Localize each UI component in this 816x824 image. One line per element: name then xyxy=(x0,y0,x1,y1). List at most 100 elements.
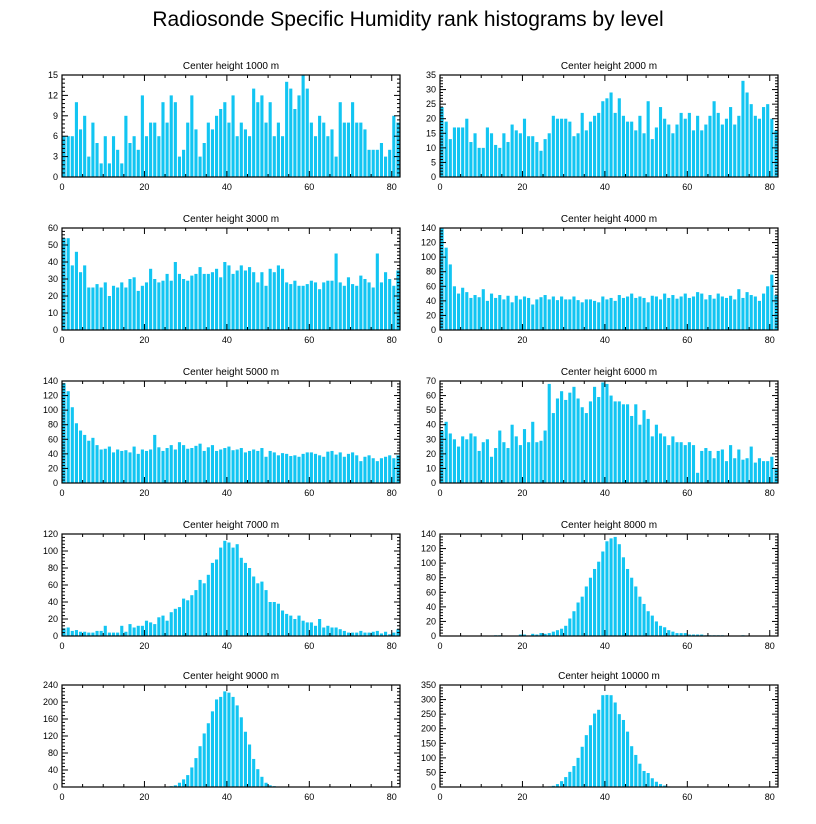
histogram-bar xyxy=(276,122,280,177)
x-tick-label: 0 xyxy=(59,182,64,192)
histogram-bar xyxy=(194,445,198,483)
histogram-bar xyxy=(605,383,609,483)
y-tick-label: 0 xyxy=(431,325,436,335)
histogram-bar xyxy=(687,297,691,330)
histogram-bar xyxy=(477,450,481,483)
histogram-bar xyxy=(671,436,675,483)
histogram-bar xyxy=(268,785,272,787)
y-tick-label: 70 xyxy=(426,376,436,386)
histogram-bar xyxy=(518,445,522,483)
histogram-bar xyxy=(99,163,103,177)
histogram-bar xyxy=(231,95,235,177)
histogram-bar xyxy=(235,270,239,330)
histogram-bar xyxy=(621,557,625,636)
histogram-bar xyxy=(584,586,588,636)
x-tick-label: 60 xyxy=(682,182,692,192)
histogram-bar xyxy=(330,280,334,330)
y-tick-label: 30 xyxy=(426,85,436,95)
y-tick-label: 0 xyxy=(431,478,436,488)
histogram-bar xyxy=(268,102,272,177)
histogram-bar xyxy=(638,596,642,636)
histogram-bar xyxy=(572,386,576,483)
histogram-bar xyxy=(78,430,83,483)
histogram-bar xyxy=(646,418,650,483)
histogram-bar xyxy=(173,785,177,787)
histogram-panel-6: Center height 6000 m 0 20 40 60 80 0 10 20 30 40 50… xyxy=(426,367,779,498)
histogram-bar xyxy=(630,293,634,330)
y-tick-label: 350 xyxy=(421,680,436,690)
histogram-bar xyxy=(256,450,260,483)
y-tick-label: 20 xyxy=(426,114,436,124)
histogram-bar xyxy=(190,95,194,177)
histogram-bar xyxy=(654,424,658,483)
histogram-bar xyxy=(252,758,256,787)
histogram-bar xyxy=(568,618,572,636)
histogram-bar xyxy=(243,562,247,636)
histogram-bar xyxy=(70,265,74,330)
histogram-bar xyxy=(70,136,74,177)
histogram-bar xyxy=(223,691,227,788)
histogram-bar xyxy=(675,124,679,177)
histogram-bar xyxy=(696,115,700,177)
histogram-bar xyxy=(749,104,753,177)
histogram-bar xyxy=(334,627,338,636)
histogram-bar xyxy=(580,596,584,636)
y-tick-label: 6 xyxy=(53,131,58,141)
y-tick-label: 25 xyxy=(426,99,436,109)
histogram-bar xyxy=(95,284,99,330)
y-tick-label: 0 xyxy=(53,172,58,182)
histogram-bar xyxy=(613,702,617,787)
y-tick-label: 40 xyxy=(426,296,436,306)
histogram-bar xyxy=(215,450,219,483)
histogram-bar xyxy=(227,692,231,787)
histogram-bar xyxy=(588,401,593,483)
y-tick-label: 140 xyxy=(421,223,436,233)
x-tick-label: 60 xyxy=(304,641,314,651)
histogram-bar xyxy=(440,228,444,330)
histogram-bar xyxy=(388,634,392,636)
y-tick-label: 200 xyxy=(421,724,436,734)
histogram-bar xyxy=(392,285,396,330)
histogram-bar xyxy=(679,296,683,330)
histogram-bar xyxy=(564,625,568,636)
histogram-bar xyxy=(625,568,630,636)
histogram-bar xyxy=(729,445,733,483)
histogram-bar xyxy=(576,398,580,483)
histogram-bar xyxy=(264,456,268,483)
y-tick-label: 150 xyxy=(421,738,436,748)
y-tick-label: 20 xyxy=(48,291,58,301)
histogram-bar xyxy=(128,279,132,330)
histogram-bar xyxy=(691,130,696,177)
histogram-bar xyxy=(153,434,157,483)
histogram-bar xyxy=(173,102,177,177)
y-tick-label: 100 xyxy=(421,753,436,763)
histogram-bar xyxy=(272,452,276,483)
histogram-bar xyxy=(223,540,227,636)
histogram-bar xyxy=(157,447,161,483)
histogram-bar xyxy=(572,766,576,787)
histogram-bar xyxy=(305,622,309,636)
histogram-bar xyxy=(83,115,87,177)
histogram-bar xyxy=(264,782,268,787)
y-tick-label: 120 xyxy=(43,731,58,741)
histogram-bar xyxy=(762,461,766,483)
histogram-bar xyxy=(597,709,601,787)
histogram-bar xyxy=(609,538,613,636)
histogram-bar xyxy=(318,619,322,636)
histogram-bar xyxy=(762,107,766,177)
histogram-bar xyxy=(609,695,613,787)
histogram-bar xyxy=(584,130,588,177)
histogram-bar xyxy=(720,449,724,483)
x-tick-label: 80 xyxy=(765,792,775,802)
histogram-bar xyxy=(753,462,757,483)
histogram-bar xyxy=(83,631,87,636)
histogram-bar xyxy=(272,602,276,636)
histogram-bar xyxy=(654,781,658,787)
histogram-bar xyxy=(663,118,667,177)
histogram-bar xyxy=(683,118,687,177)
histogram-bar xyxy=(256,282,260,330)
histogram-bar xyxy=(239,448,243,483)
histogram-bar xyxy=(103,625,107,636)
histogram-bar xyxy=(260,95,264,177)
histogram-bar xyxy=(564,399,568,483)
